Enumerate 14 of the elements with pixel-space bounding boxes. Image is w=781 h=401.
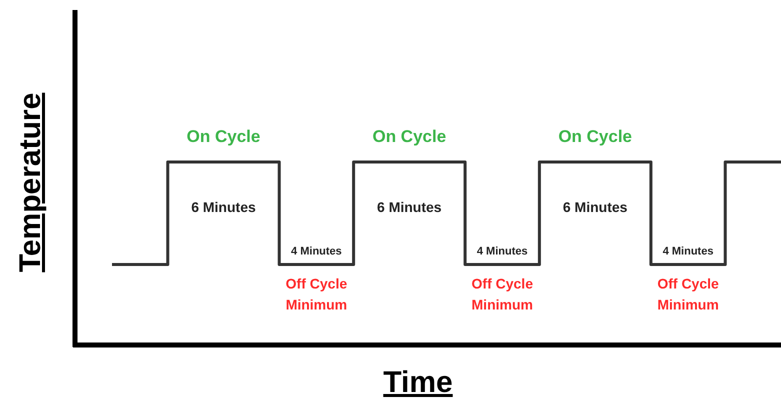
annotation: 6 Minutes [562, 198, 628, 215]
text: On Cycle [372, 127, 446, 146]
x-axis-title: Time [383, 366, 453, 399]
text: On Cycle [558, 127, 632, 146]
annotation: 4 Minutes [291, 245, 342, 258]
annotation: 6 Minutes [377, 198, 442, 215]
annotation: Off Cycle Minimum [472, 275, 534, 312]
annotation: 4 Minutes [662, 245, 714, 258]
annotation: 4 Minutes [476, 245, 528, 258]
text: On Cycle [186, 127, 260, 146]
annotation: Off Cycle Minimum [286, 275, 348, 312]
annotation: Off Cycle Minimum [657, 275, 720, 312]
y-axis-title: Temperature [14, 92, 47, 272]
annotation: 6 Minutes [191, 198, 256, 215]
